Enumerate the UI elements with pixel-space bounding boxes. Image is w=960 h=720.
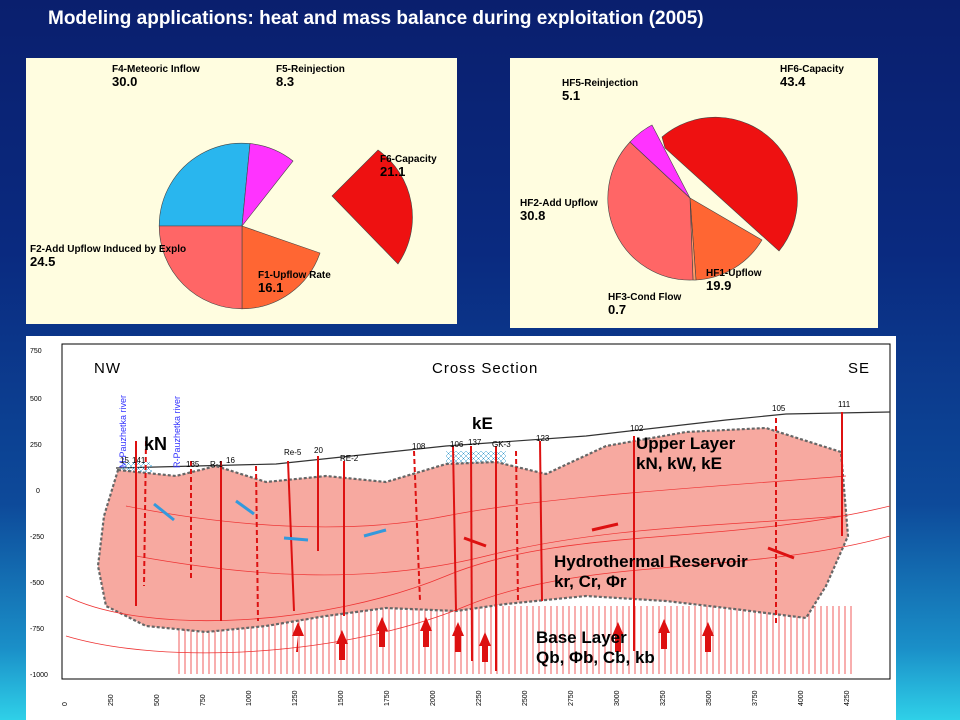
upper-layer-label: Upper Layer kN, kW, kE bbox=[636, 434, 735, 474]
upflow-arrows bbox=[292, 617, 714, 662]
river-label: R-Pauzhetka river bbox=[172, 395, 182, 468]
well-label: Re-5 bbox=[284, 448, 302, 457]
pie-slice-hf2-add-upflow bbox=[607, 141, 694, 281]
x-tick: 250 bbox=[108, 694, 115, 706]
well-label: 135 bbox=[186, 460, 200, 469]
well-label: GK-3 bbox=[492, 440, 511, 449]
well-label: 137 bbox=[468, 438, 482, 447]
cross-section-title: Cross Section bbox=[432, 360, 539, 377]
x-tick: 1000 bbox=[246, 690, 253, 706]
pie-label-f5: F5-Reinjection 8.3 bbox=[276, 64, 345, 89]
reinjection-arrows bbox=[463, 522, 795, 560]
pie-slice-f4-meteoric-inflow bbox=[158, 142, 251, 227]
well-label: 105 bbox=[772, 404, 786, 413]
well-label: 20 bbox=[314, 446, 323, 455]
cross-section-panel: 750 500 250 0 -250 -500 -750 -1000 0 250… bbox=[26, 336, 896, 720]
reservoir-title: Hydrothermal Reservoir bbox=[554, 552, 748, 571]
y-tick: 750 bbox=[30, 348, 42, 355]
x-tick: 2750 bbox=[568, 690, 575, 706]
x-tick: 3000 bbox=[614, 690, 621, 706]
well-label: 106 bbox=[450, 440, 464, 449]
pie-slice-f2-add-upflow bbox=[158, 225, 243, 310]
well-label: RE-2 bbox=[340, 454, 359, 463]
x-tick: 500 bbox=[154, 694, 161, 706]
well-label: 102 bbox=[630, 424, 644, 433]
x-tick: 750 bbox=[200, 694, 207, 706]
kn-label: kN bbox=[144, 434, 168, 454]
reservoir-label: Hydrothermal Reservoir kr, Cr, Φr bbox=[554, 552, 748, 592]
pie-label-hf5: HF5-Reinjection 5.1 bbox=[562, 78, 639, 103]
nw-label: NW bbox=[94, 360, 121, 377]
hydrothermal-reservoir bbox=[96, 426, 850, 634]
mass-balance-pie-panel: F4-Meteoric Inflow 30.0 F5-Reinjection 8.3… bbox=[26, 58, 457, 324]
base-layer-title: Base Layer bbox=[536, 628, 627, 647]
x-tick: 4250 bbox=[844, 690, 851, 706]
base-layer-label: Base Layer Qb, Φb, Cb, kb bbox=[536, 628, 655, 668]
x-tick: 4000 bbox=[798, 690, 805, 706]
reservoir-params: kr, Cr, Φr bbox=[554, 572, 627, 591]
x-tick: 2250 bbox=[476, 690, 483, 706]
pie-label-f1: F1-Upflow Rate 16.1 bbox=[258, 270, 331, 295]
well-label: R-1 bbox=[210, 460, 223, 469]
ground-surface bbox=[115, 411, 891, 469]
slide-title: Modeling applications: heat and mass bal… bbox=[48, 8, 704, 29]
pie-label-hf2: HF2-Add Upflow 30.8 bbox=[520, 198, 598, 223]
wells bbox=[135, 412, 843, 671]
well-label: 111 bbox=[838, 400, 851, 409]
well-label: 123 bbox=[536, 434, 550, 443]
heat-balance-pie-chart bbox=[607, 116, 798, 281]
heat-balance-pie-panel: HF5-Reinjection 5.1 HF6-Capacity 43.4 HF1-… bbox=[510, 58, 878, 328]
ke-label: kE bbox=[472, 414, 493, 433]
well-label: 141 bbox=[132, 456, 146, 465]
y-tick: 0 bbox=[36, 488, 40, 495]
x-tick: 1500 bbox=[338, 690, 345, 706]
pie-label-f4: F4-Meteoric Inflow 30.0 bbox=[112, 64, 200, 89]
pie-slice-hf1-upflow bbox=[689, 197, 763, 281]
cross-section-diagram bbox=[61, 343, 891, 680]
x-tick: 2500 bbox=[522, 690, 529, 706]
y-tick: 500 bbox=[30, 396, 42, 403]
pie-label-hf6: HF6-Capacity 43.4 bbox=[780, 64, 844, 89]
pie-slice-f1-upflow-rate bbox=[241, 225, 321, 310]
pie-slice-f5-reinjection bbox=[241, 143, 294, 227]
mass-balance-pie-chart bbox=[158, 142, 413, 310]
well-label: 15 bbox=[120, 456, 129, 465]
y-tick: -750 bbox=[30, 626, 45, 633]
well-label: 108 bbox=[412, 442, 426, 451]
y-tick: 250 bbox=[30, 442, 42, 449]
pie-label-hf1: HF1-Upflow 19.9 bbox=[706, 268, 762, 293]
inflow-arrows bbox=[153, 499, 387, 542]
pie-label-f6: F6-Capacity 21.1 bbox=[380, 154, 437, 179]
well-label: 16 bbox=[226, 456, 235, 465]
pie-label-hf3: HF3-Cond Flow 0.7 bbox=[608, 292, 682, 317]
pie-slice-hf5-reinjection bbox=[629, 124, 691, 199]
pie-slice-hf6-capacity bbox=[661, 116, 798, 252]
x-tick: 3500 bbox=[706, 690, 713, 706]
base-layer-params: Qb, Φb, Cb, kb bbox=[536, 648, 655, 667]
x-tick: 1750 bbox=[384, 690, 391, 706]
x-tick: 2000 bbox=[430, 690, 437, 706]
y-tick: -1000 bbox=[30, 672, 48, 679]
pie-slice-f6-capacity bbox=[331, 149, 413, 265]
y-tick: -500 bbox=[30, 580, 45, 587]
x-tick: 3250 bbox=[660, 690, 667, 706]
se-label: SE bbox=[848, 360, 871, 377]
x-tick: 0 bbox=[62, 702, 69, 706]
pie-label-f2: F2-Add Upflow Induced by Explo 24.5 bbox=[30, 244, 187, 269]
upper-layer-title: Upper Layer bbox=[636, 434, 736, 453]
x-tick: 3750 bbox=[752, 690, 759, 706]
x-tick: 1250 bbox=[292, 690, 299, 706]
y-tick: -250 bbox=[30, 534, 45, 541]
upper-layer-params: kN, kW, kE bbox=[636, 454, 722, 473]
